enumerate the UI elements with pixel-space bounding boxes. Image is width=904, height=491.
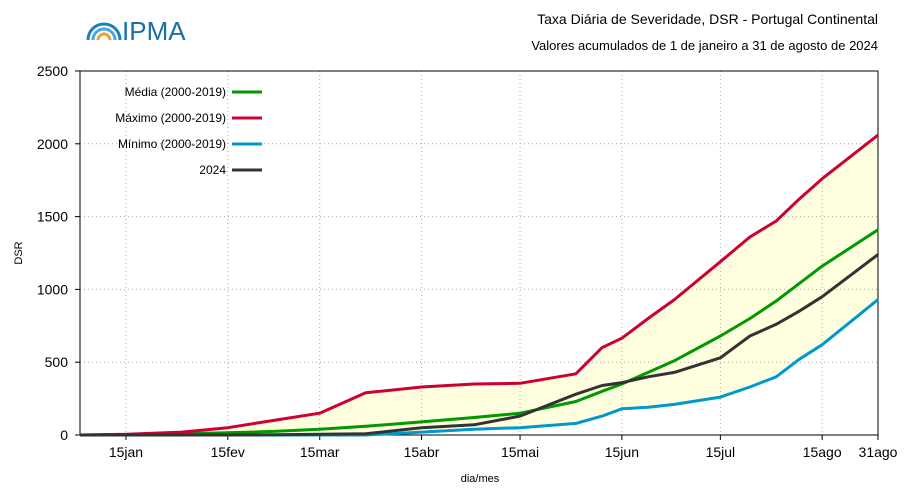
x-tick-label: 15mar xyxy=(300,444,340,460)
y-tick-label: 0 xyxy=(60,427,68,443)
legend-label: 2024 xyxy=(199,163,226,177)
y-tick-label: 1000 xyxy=(37,281,68,297)
legend-label: Máximo (2000-2019) xyxy=(115,111,226,125)
y-axis-label: DSR xyxy=(13,241,25,264)
series-line xyxy=(80,253,879,437)
plot-frame xyxy=(79,70,879,436)
x-tick-label: 15jan xyxy=(109,444,143,460)
chart-title: Taxa Diária de Severidade, DSR - Portuga… xyxy=(537,11,878,27)
logo: IPMA xyxy=(86,16,186,46)
x-tick-label: 15jun xyxy=(605,444,639,460)
legend-label: Média (2000-2019) xyxy=(125,85,226,99)
x-tick-label: 31ago xyxy=(859,444,898,460)
x-tick-label: 15ago xyxy=(803,444,842,460)
range-band xyxy=(80,135,878,435)
chart-subtitle: Valores acumulados de 1 de janeiro a 31 … xyxy=(531,38,878,53)
y-tick-label: 500 xyxy=(45,354,69,370)
y-tick-label: 2500 xyxy=(37,63,68,79)
x-tick-label: 15abr xyxy=(404,444,440,460)
y-tick-label: 2000 xyxy=(37,136,68,152)
x-tick-label: 15jul xyxy=(706,444,736,460)
x-tick-label: 15mai xyxy=(501,444,539,460)
series-line xyxy=(79,133,879,437)
legend-label: Mínimo (2000-2019) xyxy=(118,137,226,151)
logo-text: IPMA xyxy=(122,16,186,46)
x-axis-label: dia/mes xyxy=(461,473,500,485)
x-tick-label: 15fev xyxy=(211,444,245,460)
series-line xyxy=(79,228,879,437)
y-tick-label: 1500 xyxy=(37,209,68,225)
